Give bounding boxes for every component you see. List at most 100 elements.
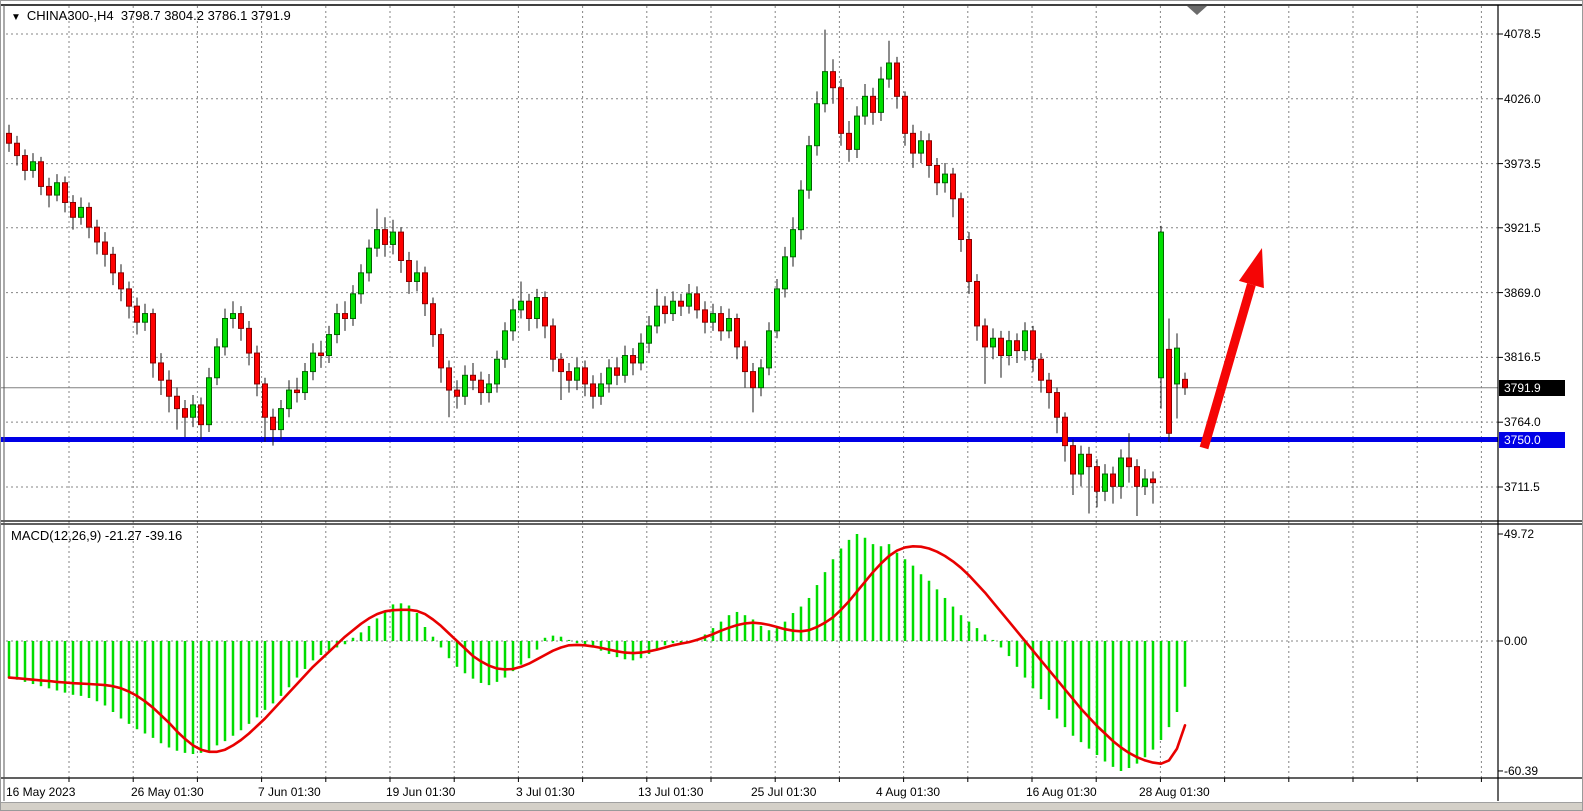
candle-body (694, 293, 700, 311)
candle-body (62, 182, 68, 203)
candle-body (622, 355, 628, 376)
candle-body (750, 371, 756, 389)
candle-body (918, 140, 924, 154)
candle-body (1166, 348, 1172, 434)
candle-body (454, 389, 460, 397)
candle-body (870, 95, 876, 113)
candle-body (374, 229, 380, 249)
current-price-badge: 3791.9 (1499, 380, 1565, 396)
macd-tick-label: 0.00 (1504, 634, 1528, 648)
candle-body (582, 367, 588, 385)
candle-body (486, 383, 492, 394)
chart-title: ▼ CHINA300-,H4 3798.7 3804.2 3786.1 3791.… (11, 8, 291, 23)
last-bar-marker-icon (1187, 6, 1207, 15)
candle-body (742, 346, 748, 373)
date-tick-label: 25 Jul 01:30 (751, 785, 817, 799)
date-tick-label: 13 Jul 01:30 (638, 785, 704, 799)
candle-body (222, 318, 228, 348)
candle-body (894, 62, 900, 97)
candle-body (46, 185, 52, 196)
candle-body (70, 201, 76, 218)
candle-body (38, 161, 44, 187)
candle-body (774, 288, 780, 332)
candle-body (102, 241, 108, 255)
candle-body (518, 300, 524, 311)
symbol-dropdown-icon[interactable]: ▼ (11, 12, 21, 23)
date-tick-label: 4 Aug 01:30 (876, 785, 941, 799)
candle-body (214, 346, 220, 379)
price-tick-label: 4026.0 (1504, 91, 1541, 106)
candle-body (1110, 473, 1116, 487)
candle-body (310, 352, 316, 373)
candle-body (238, 313, 244, 329)
candle-body (606, 367, 612, 385)
candle-body (758, 367, 764, 389)
candle-body (294, 389, 300, 394)
date-tick-label: 26 May 01:30 (131, 785, 204, 799)
candle-body (142, 313, 148, 323)
candle-body (478, 379, 484, 394)
candle-body (966, 239, 972, 282)
candle-body (502, 330, 508, 360)
candle-body (670, 300, 676, 315)
candle-body (726, 318, 732, 332)
candle-body (350, 293, 356, 320)
macd-signal-line (7, 544, 1187, 766)
candle-body (942, 173, 948, 184)
candle-body (54, 182, 60, 196)
candle-body (366, 247, 372, 274)
date-tick-label: 16 Aug 01:30 (1026, 785, 1097, 799)
candle-body (430, 303, 436, 336)
candle-body (766, 330, 772, 369)
candle-body (686, 293, 692, 307)
candle-body (470, 374, 476, 381)
candle-body (926, 140, 932, 166)
candle-body (934, 164, 940, 184)
candle-body (206, 377, 212, 426)
window-bottom-edge (1, 802, 1582, 810)
candle-body (14, 142, 20, 157)
macd-tick-label: 49.72 (1504, 527, 1535, 541)
candle-body (710, 313, 716, 323)
candle-body (574, 367, 580, 381)
candle-body (1006, 340, 1012, 357)
candle-body (1118, 457, 1124, 487)
candle-body (654, 305, 660, 327)
candle-body (558, 358, 564, 373)
candle-body (630, 355, 636, 364)
candle-body (414, 272, 420, 282)
candle-body (702, 309, 708, 323)
candle-body (94, 226, 100, 243)
candle-body (358, 272, 364, 295)
candle-body (30, 161, 36, 171)
candle-body (1174, 347, 1180, 385)
candle-body (638, 342, 644, 364)
candle-body (902, 95, 908, 134)
candle-body (982, 325, 988, 348)
candle-body (854, 115, 860, 150)
candle-body (1158, 231, 1164, 379)
candle-body (302, 371, 308, 394)
candle-body (974, 280, 980, 327)
price-tick-label: 4078.5 (1504, 27, 1541, 41)
candle-body (910, 132, 916, 154)
candle-body (422, 272, 428, 305)
candle-body (1134, 466, 1140, 487)
candle-body (1150, 478, 1156, 484)
candle-body (662, 305, 668, 315)
candle-body (230, 313, 236, 320)
candle-body (1046, 379, 1052, 394)
trend-arrow-shaft (1199, 283, 1256, 450)
candle-body (1062, 416, 1068, 447)
candle-body (382, 229, 388, 245)
candle-body (990, 337, 996, 348)
price-tick-label: 3764.0 (1504, 415, 1541, 430)
candle-body (326, 334, 332, 357)
candle-body (1126, 457, 1132, 468)
candle-body (150, 313, 156, 364)
candle-body (118, 272, 124, 290)
date-tick-label: 3 Jul 01:30 (516, 785, 575, 799)
candle-body (814, 103, 820, 147)
